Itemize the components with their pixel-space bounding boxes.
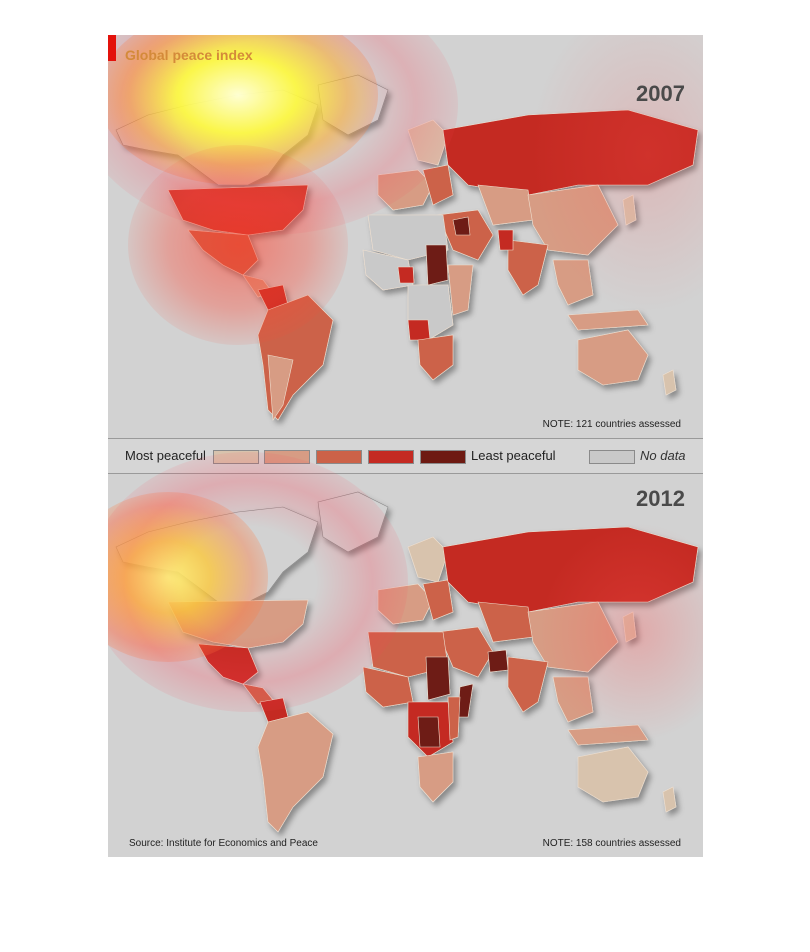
region-russia — [442, 109, 699, 196]
region-pakistan — [497, 229, 514, 251]
legend-no-data: No data — [640, 448, 686, 463]
region-indonesia — [567, 724, 649, 746]
region-western-europe — [377, 169, 434, 211]
region-iraq — [452, 216, 471, 236]
legend-swatch-1 — [213, 450, 259, 464]
map-panel-2007: Global peace index 2007 NOTE: 121 countr… — [108, 35, 703, 438]
region-north-america — [115, 89, 319, 186]
region-india — [507, 239, 549, 296]
region-mexico — [197, 643, 259, 685]
legend-swatch-4 — [368, 450, 414, 464]
region-russia — [442, 526, 699, 613]
region-scandinavia — [407, 536, 449, 583]
legend-swatch-5 — [420, 450, 466, 464]
region-eastern-europe — [422, 164, 454, 206]
year-label-2012: 2012 — [636, 486, 685, 511]
region-southern-africa — [417, 751, 454, 803]
region-central-asia — [477, 184, 534, 226]
region-eastern-europe — [422, 579, 454, 621]
region-new-zealand — [662, 369, 677, 396]
region-north-america — [115, 506, 319, 603]
region-southeast-asia — [552, 676, 594, 723]
accent-bar — [108, 35, 116, 61]
legend: Most peaceful Least peaceful No data — [108, 438, 703, 474]
region-india — [507, 656, 549, 713]
region-argentina — [267, 354, 294, 421]
region-usa — [167, 184, 309, 236]
region-japan — [622, 611, 637, 643]
map-panel-2012: 2012 Source: Institute for Economics and… — [108, 452, 703, 857]
region-new-zealand — [662, 786, 677, 813]
legend-swatch-3 — [316, 450, 362, 464]
legend-most-peaceful: Most peaceful — [125, 448, 206, 463]
note-2012: NOTE: 158 countries assessed — [542, 838, 681, 849]
region-central-asia — [477, 601, 534, 643]
region-australia — [577, 329, 649, 386]
world-map-2012 — [115, 491, 699, 833]
region-japan — [622, 194, 637, 226]
region-greenland — [317, 491, 389, 553]
region-east-africa — [447, 696, 461, 741]
region-southeast-asia — [552, 259, 594, 306]
region-usa — [167, 599, 309, 649]
region-sudan — [425, 244, 449, 286]
region-south-america — [257, 711, 334, 833]
region-scandinavia — [407, 119, 449, 166]
region-indonesia — [567, 309, 649, 331]
legend-swatch-no-data — [589, 450, 635, 464]
region-australia — [577, 746, 649, 803]
page-title: Global peace index — [125, 47, 253, 63]
region-sudan — [425, 656, 451, 701]
world-map-2007 — [115, 74, 699, 421]
region-nigeria — [397, 266, 415, 284]
region-angola — [407, 319, 431, 341]
region-china — [527, 601, 619, 673]
region-east-africa — [447, 264, 474, 316]
region-somalia — [457, 683, 474, 718]
region-afghanistan — [487, 649, 509, 673]
region-western-europe — [377, 583, 434, 625]
region-greenland — [317, 74, 389, 136]
note-2007: NOTE: 121 countries assessed — [542, 419, 681, 430]
region-southern-africa — [417, 334, 454, 381]
region-mexico — [187, 229, 259, 276]
year-label-2007: 2007 — [636, 81, 685, 106]
region-west-africa — [362, 666, 414, 708]
region-china — [527, 184, 619, 256]
source-label: Source: Institute for Economics and Peac… — [129, 838, 318, 849]
legend-least-peaceful: Least peaceful — [471, 448, 556, 463]
peace-index-figure: Global peace index 2007 NOTE: 121 countr… — [108, 35, 703, 857]
legend-swatch-2 — [264, 450, 310, 464]
region-dr-congo — [417, 716, 441, 748]
region-middle-east — [437, 626, 494, 678]
